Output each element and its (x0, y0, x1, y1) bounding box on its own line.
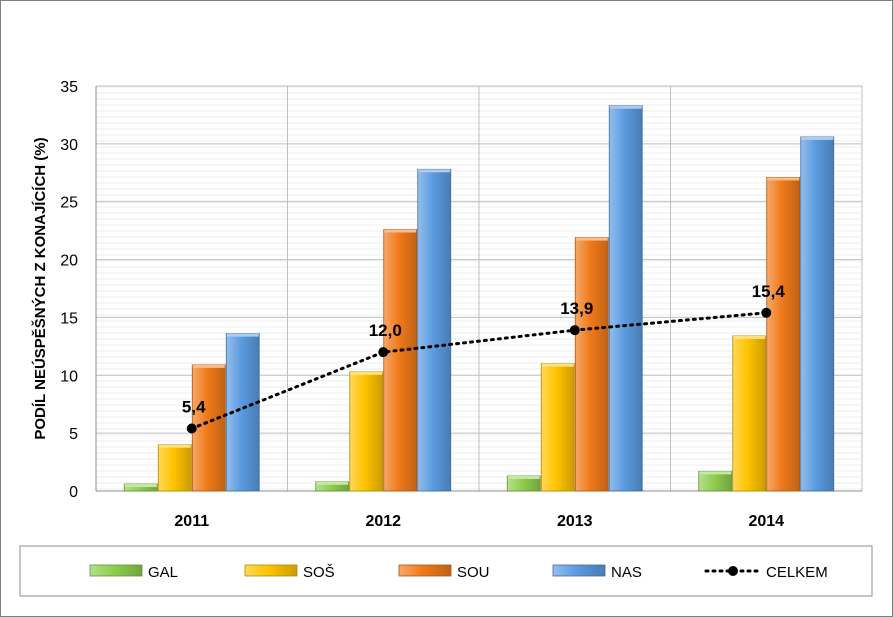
celkem-data-label: 13,9 (560, 299, 593, 318)
bar-top-highlight (733, 335, 766, 339)
x-tick-label: 2013 (557, 513, 593, 530)
legend-label: SOU (457, 564, 490, 581)
y-tick-label: 25 (60, 195, 78, 212)
y-tick-label: 0 (69, 484, 78, 501)
celkem-data-label: 12,0 (369, 321, 402, 340)
celkem-series-line (190, 311, 768, 431)
y-tick-label: 20 (60, 253, 78, 270)
x-tick-label: 2011 (174, 513, 209, 530)
bar-top-highlight (350, 371, 383, 375)
celkem-point (569, 325, 580, 336)
bar-top-highlight (316, 481, 349, 485)
celkem-data-label: 5,4 (182, 398, 206, 417)
y-tick-label: 15 (60, 310, 78, 327)
bar-sou-2011 (191, 364, 226, 492)
celkem-point (378, 347, 389, 358)
y-tick-label: 5 (69, 426, 78, 443)
legend-label: SOŠ (303, 564, 335, 581)
bar-sou-2014 (766, 177, 801, 492)
bar-top-highlight (801, 136, 834, 140)
legend: GAL SOŠ SOU NAS CELKEM (19, 545, 873, 597)
legend-label: CELKEM (766, 564, 828, 581)
bar-top-highlight (226, 333, 259, 337)
y-axis: 0 5 10 15 20 25 30 35 (60, 79, 78, 501)
bar-top-highlight (575, 237, 608, 241)
bar-top-highlight (541, 363, 574, 367)
y-tick-label: 35 (60, 79, 78, 96)
x-tick-label: 2014 (748, 513, 784, 530)
x-axis: 2011 2012 2013 2014 (174, 513, 784, 530)
y-tick-label: 10 (60, 368, 78, 385)
legend-celkem-marker (728, 566, 738, 576)
celkem-data-label: 15,4 (752, 282, 786, 301)
bar-sou-2012 (383, 229, 418, 492)
celkem-line: 5,4 12,0 13,9 15,4 (182, 282, 785, 434)
bar-top-highlight (418, 169, 451, 173)
y-axis-label: PODÍL NEÚSPĚŠNÝCH Z KONAJÍCÍCH (%) (31, 137, 49, 439)
bar-nas-2014 (800, 136, 835, 492)
bar-top-highlight (767, 177, 800, 181)
legend-swatch-sou (398, 564, 452, 577)
x-tick-label: 2012 (365, 513, 401, 530)
bar-sou-2013 (574, 237, 609, 492)
legend-label: GAL (148, 564, 178, 581)
bar-top-highlight (192, 364, 225, 368)
bar-top-highlight (699, 471, 732, 475)
celkem-point (761, 307, 772, 318)
bar-soš-2014 (732, 335, 767, 492)
y-tick-label: 30 (60, 137, 78, 154)
bar-top-highlight (158, 444, 191, 448)
bar-soš-2013 (540, 363, 575, 492)
bar-nas-2012 (417, 168, 452, 492)
legend-swatch-nas (552, 564, 606, 577)
bars (123, 105, 835, 492)
legend-label: NAS (611, 564, 642, 581)
legend-swatch-gal (89, 564, 143, 577)
bar-top-highlight (384, 229, 417, 233)
bar-top-highlight (124, 484, 157, 488)
bar-nas-2011 (225, 333, 260, 492)
bar-soš-2012 (349, 371, 384, 492)
bar-nas-2013 (608, 105, 643, 492)
bar-top-highlight (507, 475, 540, 479)
bar-top-highlight (609, 105, 642, 109)
celkem-point (186, 423, 197, 434)
bar-soš-2011 (157, 444, 192, 492)
legend-swatch-soš (244, 564, 298, 577)
